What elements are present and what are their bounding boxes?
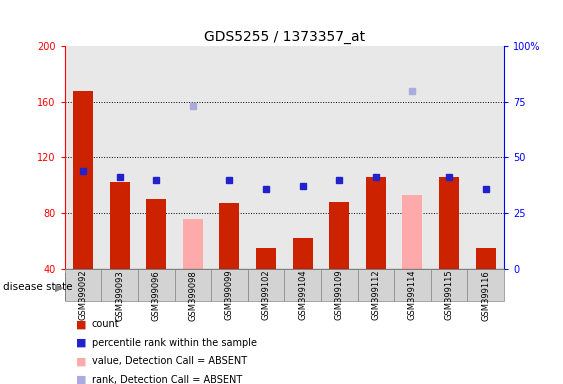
Bar	[248, 273, 504, 301]
Bar	[73, 91, 93, 269]
Text: percentile rank within the sample: percentile rank within the sample	[92, 338, 257, 348]
Bar	[431, 269, 467, 301]
Text: GSM399096: GSM399096	[152, 270, 160, 321]
Text: ■: ■	[76, 338, 87, 348]
Bar	[476, 248, 495, 269]
Bar	[138, 269, 175, 301]
Bar	[284, 269, 321, 301]
Bar	[256, 248, 276, 269]
Text: GSM399112: GSM399112	[372, 270, 380, 320]
Bar	[467, 269, 504, 301]
Text: GSM399115: GSM399115	[445, 270, 453, 320]
Bar	[358, 269, 394, 301]
Bar	[146, 199, 166, 269]
Text: GSM399109: GSM399109	[335, 270, 343, 320]
Bar	[248, 269, 284, 301]
Text: disease state: disease state	[3, 282, 72, 292]
Text: GSM399102: GSM399102	[262, 270, 270, 320]
Text: GSM399093: GSM399093	[115, 270, 124, 321]
Bar	[321, 269, 358, 301]
Bar	[65, 273, 248, 301]
Text: ■: ■	[76, 356, 87, 366]
Text: rank, Detection Call = ABSENT: rank, Detection Call = ABSENT	[92, 375, 242, 384]
Bar	[175, 269, 211, 301]
Bar	[65, 269, 101, 301]
Bar	[293, 238, 312, 269]
Text: GSM399114: GSM399114	[408, 270, 417, 320]
Text: count: count	[92, 319, 119, 329]
Title: GDS5255 / 1373357_at: GDS5255 / 1373357_at	[204, 30, 365, 44]
Text: ▶: ▶	[55, 282, 64, 292]
Text: GSM399092: GSM399092	[79, 270, 87, 320]
Text: ■: ■	[76, 375, 87, 384]
Bar	[183, 219, 203, 269]
Text: control: control	[137, 282, 176, 292]
Text: GSM399116: GSM399116	[481, 270, 490, 321]
Bar	[366, 177, 386, 269]
Bar	[394, 269, 431, 301]
Text: GSM399104: GSM399104	[298, 270, 307, 320]
Bar	[110, 182, 129, 269]
Text: ■: ■	[76, 319, 87, 329]
Bar	[220, 204, 239, 269]
Text: GSM399098: GSM399098	[189, 270, 197, 321]
Text: value, Detection Call = ABSENT: value, Detection Call = ABSENT	[92, 356, 247, 366]
Bar	[101, 269, 138, 301]
Bar	[329, 202, 349, 269]
Bar	[439, 177, 459, 269]
Text: GSM399099: GSM399099	[225, 270, 234, 320]
Bar	[403, 195, 422, 269]
Text: diabetes: diabetes	[352, 282, 400, 292]
Bar	[211, 269, 248, 301]
